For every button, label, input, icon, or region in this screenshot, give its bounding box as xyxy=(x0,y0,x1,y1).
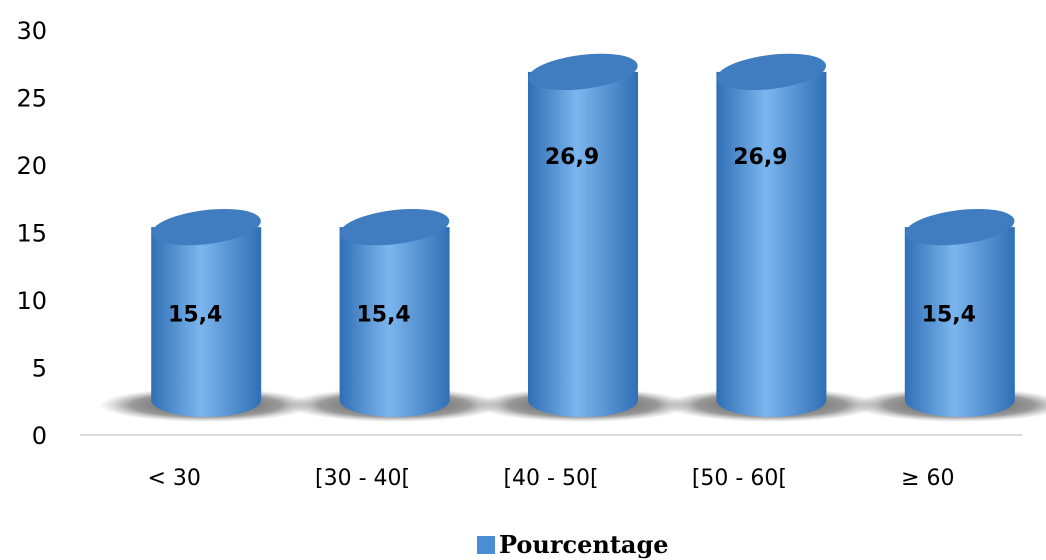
x-tick-label: [50 - 60[ xyxy=(692,466,787,491)
bar: 26,9 xyxy=(664,48,878,422)
bar-body xyxy=(528,72,638,417)
y-tick-label: 5 xyxy=(32,355,47,383)
data-label: 26,9 xyxy=(733,145,787,170)
y-axis: 0 5 10 15 20 25 30 xyxy=(16,17,47,450)
y-tick-label: 0 xyxy=(32,422,47,450)
bar: 15,4 xyxy=(288,204,502,422)
y-tick-label: 30 xyxy=(16,17,47,45)
legend-label: Pourcentage xyxy=(499,530,669,559)
x-tick-label: [30 - 40[ xyxy=(315,466,410,491)
bar: 15,4 xyxy=(853,204,1046,422)
y-tick-label: 25 xyxy=(16,85,47,113)
bars: 15,4 15,4 26,9 26,9 15,4 xyxy=(99,48,1046,422)
y-tick-label: 20 xyxy=(16,152,47,180)
data-label: 26,9 xyxy=(545,145,599,170)
bar: 15,4 xyxy=(99,204,313,422)
x-tick-label: < 30 xyxy=(147,466,200,491)
data-label: 15,4 xyxy=(356,303,410,328)
data-label: 15,4 xyxy=(168,303,222,328)
x-tick-label: [40 - 50[ xyxy=(503,466,598,491)
legend-swatch xyxy=(477,536,495,554)
bar: 26,9 xyxy=(476,48,690,422)
data-label: 15,4 xyxy=(922,303,976,328)
legend: Pourcentage xyxy=(477,530,669,559)
x-axis: < 30 [30 - 40[ [40 - 50[ [50 - 60[ ≥ 60 xyxy=(147,466,954,491)
bar-body xyxy=(716,72,826,417)
y-tick-label: 10 xyxy=(16,287,47,315)
y-tick-label: 15 xyxy=(16,220,47,248)
x-tick-label: ≥ 60 xyxy=(901,466,954,491)
